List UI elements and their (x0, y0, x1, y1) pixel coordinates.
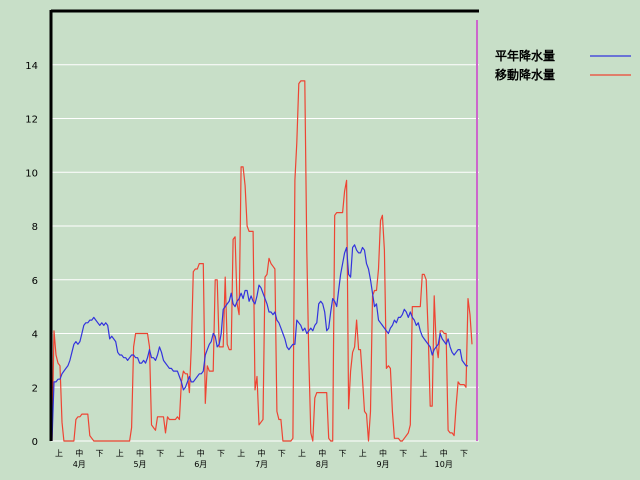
x-period-label: 下 (278, 449, 286, 458)
y-tick-label: 6 (32, 276, 38, 287)
x-period-label: 下 (460, 449, 468, 458)
x-tick-labels: 上 中 下 上 中 下 上 中 下 上 中 下 上 中 下 上 中 下 上 中 下 4月 5月 6月 7月 8月 9月 10月 (55, 448, 468, 469)
x-period-label: 下 (156, 449, 164, 458)
x-period-label: 中 (197, 448, 205, 458)
x-month-label: 6月 (194, 460, 207, 469)
x-period-label: 下 (217, 449, 225, 458)
y-tick-label: 8 (32, 222, 38, 233)
x-period-label: 下 (96, 449, 104, 458)
series-lines (51, 80, 473, 442)
x-period-label: 中 (318, 448, 326, 458)
x-month-label: 7月 (255, 460, 268, 469)
x-month-label: 4月 (73, 460, 86, 469)
y-tick-labels: 0 2 4 6 8 10 12 14 (25, 61, 38, 448)
y-tick-label: 10 (25, 168, 38, 179)
x-period-label: 上 (177, 449, 185, 458)
y-tick-label: 0 (32, 437, 38, 448)
x-month-label: 9月 (376, 460, 389, 469)
y-tick-label: 4 (32, 330, 38, 341)
x-period-label: 上 (116, 449, 124, 458)
x-period-label: 上 (420, 449, 428, 458)
x-period-label: 上 (359, 449, 367, 458)
x-period-label: 下 (339, 449, 347, 458)
x-period-label: 中 (440, 448, 448, 458)
legend-label: 移動降水量 (495, 67, 555, 82)
legend-label: 平年降水量 (495, 48, 555, 63)
x-month-label: 5月 (133, 460, 146, 469)
x-period-label: 上 (55, 449, 63, 458)
x-period-label: 中 (136, 448, 144, 458)
x-period-label: 上 (237, 449, 245, 458)
x-period-label: 中 (75, 448, 83, 458)
x-period-label: 上 (298, 449, 306, 458)
y-tick-label: 12 (25, 115, 38, 126)
x-period-label: 中 (258, 448, 266, 458)
x-period-label: 中 (379, 448, 387, 458)
y-tick-label: 2 (32, 383, 38, 394)
x-period-label: 下 (399, 449, 407, 458)
y-tick-label: 14 (25, 61, 38, 72)
x-month-label: 8月 (316, 460, 329, 469)
series-line (51, 244, 468, 442)
x-month-label: 10月 (435, 460, 453, 469)
series-line (51, 80, 473, 442)
